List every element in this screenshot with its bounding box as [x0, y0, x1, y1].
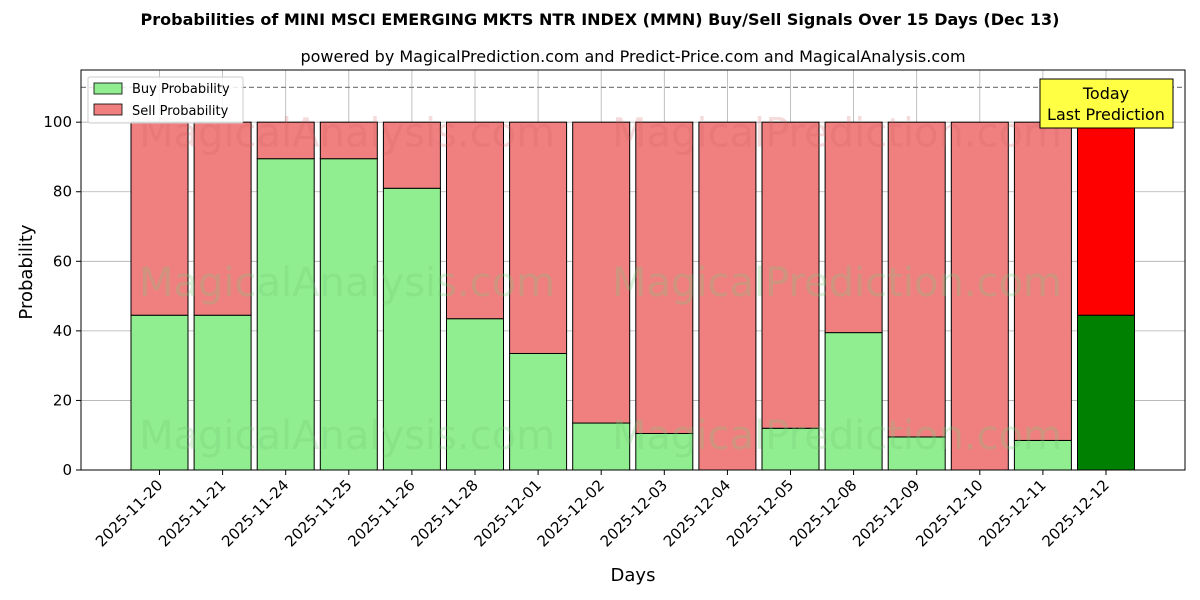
x-tick-label: 2025-12-03: [597, 476, 671, 550]
bar-sell: [1013, 121, 1072, 441]
x-tick-label: 2025-12-04: [660, 476, 734, 550]
x-tick-label: 2025-12-10: [912, 476, 986, 550]
bar-buy: [193, 314, 252, 471]
bar-sell: [824, 121, 883, 334]
bar-sell: [446, 121, 504, 320]
annotation-box: [1039, 78, 1174, 129]
watermark: MagicalAnalysis.com: [139, 413, 555, 459]
bar-sell: [698, 121, 757, 471]
y-tick-label: 0: [62, 461, 72, 479]
x-tick-label: 2025-12-02: [534, 476, 608, 550]
y-tick-label: 100: [43, 113, 72, 131]
bar-buy: [572, 422, 631, 471]
bars: [130, 121, 1135, 471]
annotation-line1: Today: [1082, 84, 1129, 103]
y-tick-label: 40: [53, 322, 72, 340]
x-tick-label: 2025-12-11: [975, 476, 1049, 550]
bar-sell: [761, 121, 820, 429]
bar-sell: [319, 121, 378, 160]
watermarks: MagicalAnalysis.com MagicalPrediction.com…: [139, 111, 1062, 460]
x-tick-label: 2025-11-25: [281, 476, 355, 550]
bar-buy: [1077, 314, 1135, 471]
y-axis-label: Probability: [16, 224, 37, 319]
legend-box: [87, 76, 244, 124]
y-axis: 0 20 40 60 80 100: [43, 113, 81, 479]
x-tick-label: 2025-11-21: [155, 476, 229, 550]
bar-sell: [572, 121, 631, 424]
chart-subtitle: powered by MagicalPrediction.com and Pre…: [300, 47, 965, 66]
x-tick-label: 2025-12-05: [723, 476, 797, 550]
bar-buy: [319, 158, 378, 471]
watermark: MagicalAnalysis.com: [139, 260, 555, 306]
legend-sell-label: Sell Probability: [132, 104, 229, 119]
bar-buy: [887, 436, 946, 471]
legend: Buy Probability Sell Probability: [87, 76, 244, 124]
bar-sell: [509, 121, 568, 354]
y-tick-label: 80: [53, 183, 72, 201]
legend-buy-swatch: [93, 82, 123, 95]
bar-buy: [635, 432, 694, 471]
watermark: MagicalPrediction.com: [612, 111, 1062, 157]
bar-buy: [382, 187, 441, 471]
x-tick-label: 2025-11-26: [344, 476, 418, 550]
x-tick-label: 2025-12-12: [1038, 476, 1112, 550]
bar-sell: [1077, 121, 1135, 316]
x-tick-label: 2025-12-09: [849, 476, 923, 550]
x-axis-label: Days: [611, 565, 656, 586]
watermark: MagicalPrediction.com: [612, 260, 1062, 306]
bar-buy: [509, 352, 568, 471]
x-axis: 2025-11-202025-11-212025-11-242025-11-25…: [92, 470, 1113, 550]
x-tick-label: 2025-11-28: [407, 476, 481, 550]
bar-sell: [382, 121, 441, 189]
watermark: MagicalPrediction.com: [612, 413, 1062, 459]
bar-buy: [256, 158, 315, 471]
bar-sell: [635, 121, 694, 434]
y-tick-label: 60: [53, 252, 72, 270]
annotation-line2: Last Prediction: [1047, 105, 1165, 124]
x-tick-label: 2025-12-01: [471, 476, 545, 550]
bar-buy: [446, 318, 504, 471]
legend-sell-swatch: [93, 103, 123, 116]
bar-buy: [824, 332, 883, 471]
legend-buy-label: Buy Probability: [132, 82, 230, 97]
chart-title: Probabilities of MINI MSCI EMERGING MKTS…: [141, 10, 1060, 29]
bar-sell: [256, 121, 315, 160]
bar-sell: [887, 121, 946, 438]
x-tick-label: 2025-12-08: [786, 476, 860, 550]
today-annotation: Today Last Prediction: [1039, 78, 1174, 129]
x-tick-label: 2025-11-20: [92, 476, 166, 550]
x-tick-label: 2025-11-24: [218, 476, 292, 550]
bar-sell: [950, 121, 1009, 471]
y-tick-label: 20: [53, 391, 72, 409]
plot-frame: [80, 69, 1186, 471]
bar-sell: [130, 121, 189, 316]
